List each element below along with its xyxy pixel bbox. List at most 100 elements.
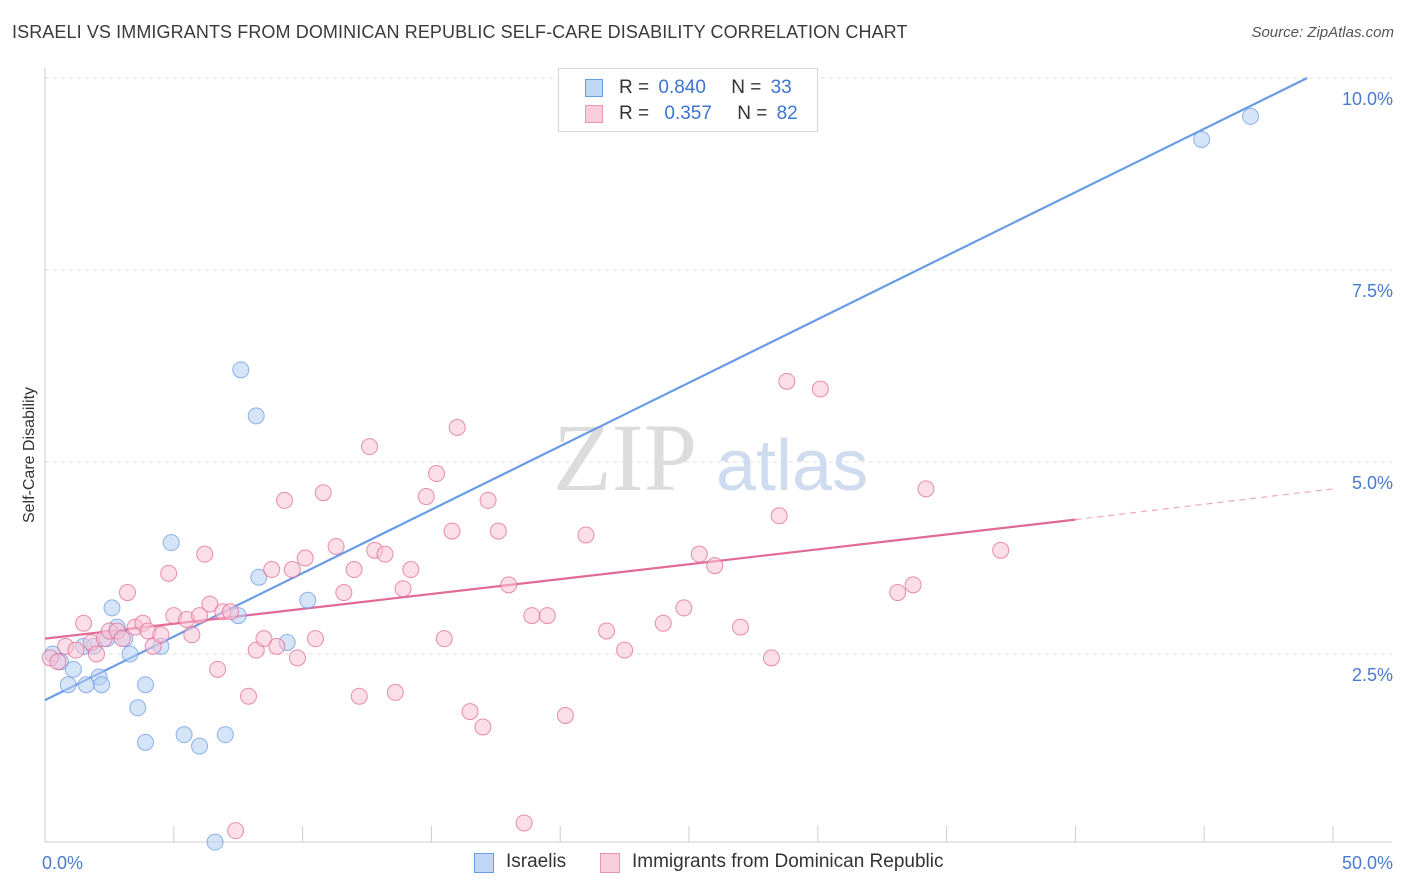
dominican-point	[118, 584, 136, 602]
y-tick-label: 2.5%	[1352, 665, 1393, 685]
dominican-point	[435, 630, 453, 648]
dominican-point	[386, 683, 404, 701]
israelis-point	[136, 676, 154, 694]
trend-lines	[44, 77, 1334, 702]
dominican-point	[500, 576, 518, 594]
israelis-point	[216, 726, 234, 744]
dominican-point	[577, 526, 595, 544]
israelis-point	[129, 699, 147, 717]
dominican-trend-line	[44, 518, 1076, 640]
y-tick-label: 10.0%	[1342, 89, 1393, 109]
dominican-point	[276, 491, 294, 509]
legend-swatch-dominican	[585, 105, 603, 123]
y-tick-label: 7.5%	[1352, 281, 1393, 301]
legend-n-value-dominican: 82	[776, 103, 798, 124]
israelis-point	[247, 407, 265, 425]
dominican-point	[992, 541, 1010, 559]
dominican-point	[538, 607, 556, 625]
dominican-point	[376, 545, 394, 563]
dominican-point	[49, 653, 67, 671]
dominican-point	[479, 491, 497, 509]
dominican-point	[75, 614, 93, 632]
dominican-point	[461, 703, 479, 721]
dominican-point	[889, 584, 907, 602]
chart-source: Source: ZipAtlas.com	[1251, 24, 1394, 41]
dominican-point	[196, 545, 214, 563]
dominican-point	[556, 706, 574, 724]
dominican-point	[448, 418, 466, 436]
dominican-point	[152, 626, 170, 644]
dominican-point	[345, 561, 363, 579]
israelis-point	[299, 591, 317, 609]
data-points	[41, 107, 1260, 851]
legend: R = 0.840 N = 33 R = 0.357 N = 82	[558, 68, 818, 132]
dominican-point	[762, 649, 780, 667]
dominican-point	[67, 641, 85, 659]
y-axis-label: Self-Care Disability	[21, 387, 38, 523]
israelis-point	[206, 833, 224, 851]
israelis-point	[64, 660, 82, 678]
dominican-point	[770, 507, 788, 525]
dominican-point	[515, 814, 533, 832]
dominican-point	[160, 564, 178, 582]
dominican-point	[283, 561, 301, 579]
dominican-point	[394, 580, 412, 598]
dominican-point	[350, 687, 368, 705]
watermark-zip: ZIP	[553, 404, 697, 511]
bottom-legend-swatch-dominican	[600, 853, 620, 873]
dominican-point	[361, 438, 379, 456]
israelis-point	[250, 568, 268, 586]
watermark: ZIP atlas	[553, 404, 868, 511]
dominican-point	[732, 618, 750, 636]
dominican-point	[113, 630, 131, 648]
dominican-point	[209, 660, 227, 678]
dominican-trend-extension	[1075, 488, 1334, 521]
legend-n-label: N =	[737, 103, 768, 124]
dominican-point	[706, 557, 724, 575]
dominican-point	[489, 522, 507, 540]
dominican-point	[917, 480, 935, 498]
israelis-trend-line	[44, 77, 1308, 702]
dominican-point	[598, 622, 616, 640]
legend-r-value-israelis: 0.840	[658, 77, 706, 98]
dominican-point	[474, 718, 492, 736]
dominican-point	[296, 549, 314, 567]
dominican-point	[904, 576, 922, 594]
israelis-point	[103, 599, 121, 617]
israelis-point	[59, 676, 77, 694]
axes	[44, 68, 1392, 843]
dominican-point	[443, 522, 461, 540]
tick-labels: 2.5% 5.0% 7.5% 10.0% 0.0% 50.0%	[42, 89, 1393, 873]
y-tick-label: 5.0%	[1352, 473, 1393, 493]
dominican-point	[428, 465, 446, 483]
dominican-point	[402, 561, 420, 579]
dominican-point	[616, 641, 634, 659]
watermark-atlas: atlas	[716, 426, 868, 506]
dominican-point	[306, 630, 324, 648]
dominican-point	[255, 630, 273, 648]
bottom-legend-swatch-israelis	[474, 853, 494, 873]
dominican-point	[654, 614, 672, 632]
x-tick-label: 0.0%	[42, 853, 83, 873]
chart-title: ISRAELI VS IMMIGRANTS FROM DOMINICAN REP…	[12, 22, 908, 42]
dominican-point	[268, 637, 286, 655]
legend-r-label: R =	[619, 103, 650, 124]
legend-r-label: R =	[619, 77, 650, 98]
dominican-point	[201, 595, 219, 613]
israelis-point	[191, 737, 209, 755]
dominican-point	[675, 599, 693, 617]
dominican-point	[240, 687, 258, 705]
israelis-point	[232, 361, 250, 379]
israelis-point	[121, 645, 139, 663]
israelis-point	[136, 733, 154, 751]
dominican-point	[523, 607, 541, 625]
dominican-point	[778, 372, 796, 390]
dominican-point	[227, 822, 245, 840]
bottom-legend-label-dominican: Immigrants from Dominican Republic	[632, 851, 944, 872]
dominican-point	[690, 545, 708, 563]
dominican-point	[183, 626, 201, 644]
legend-swatch-israelis	[585, 79, 603, 97]
legend-n-label: N =	[731, 77, 762, 98]
x-tick-label: 50.0%	[1342, 853, 1393, 873]
